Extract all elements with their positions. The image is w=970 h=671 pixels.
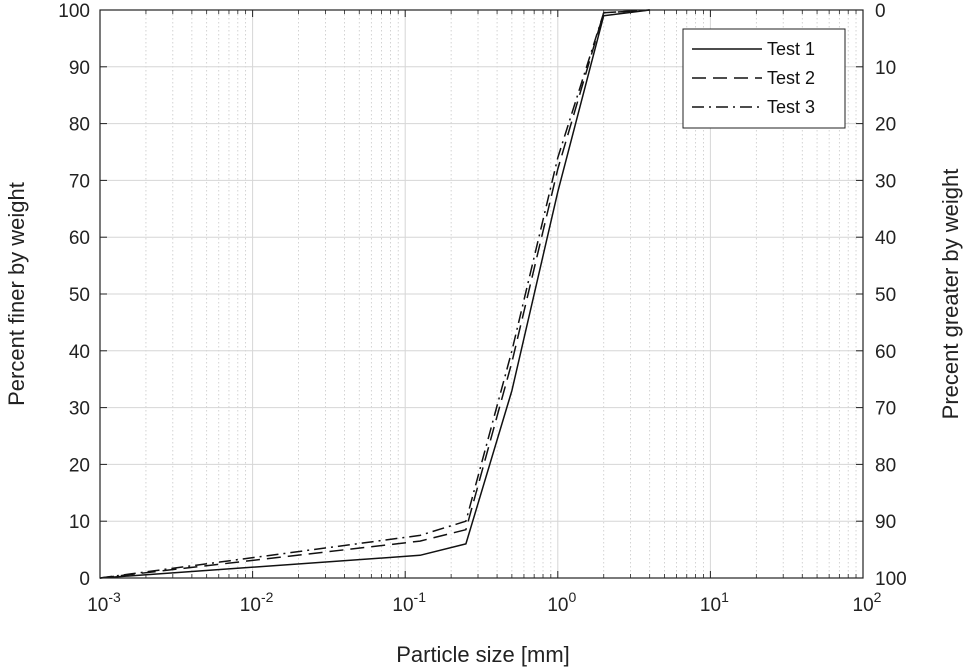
y-tick-label: 70 — [69, 171, 90, 192]
y2-tick-label: 50 — [875, 285, 896, 306]
y2-axis-title: Precent greater by weight — [938, 169, 963, 420]
y-tick-labels: 0 10 20 30 40 50 60 70 80 90 100 — [58, 1, 90, 590]
series-line-test-1 — [99, 9, 650, 579]
y-tick-label: 0 — [79, 569, 90, 590]
x-tick-label: 102 — [853, 589, 882, 616]
x-tick-labels: 10-3 10-2 10-1 100 101 102 — [87, 589, 881, 616]
y2-tick-label: 20 — [875, 115, 896, 136]
y2-tick-label: 0 — [875, 1, 886, 22]
y2-tick-label: 30 — [875, 171, 896, 192]
x-tick-label: 10-2 — [240, 589, 274, 616]
y2-tick-label: 100 — [875, 569, 907, 590]
y2-tick-label: 90 — [875, 512, 896, 533]
legend-box — [682, 28, 846, 129]
y-tick-label: 80 — [69, 115, 90, 136]
y2-tick-label: 60 — [875, 342, 896, 363]
legend: Test 1 Test 2 Test 3 — [682, 28, 846, 129]
y-tick-label: 50 — [69, 285, 90, 306]
legend-label-test-1: Test 1 — [767, 39, 815, 59]
y-axis-title: Percent finer by weight — [4, 182, 29, 406]
y2-tick-label: 40 — [875, 228, 896, 249]
x-tick-label: 10-3 — [87, 589, 121, 616]
y-tick-label: 90 — [69, 58, 90, 79]
legend-label-test-2: Test 2 — [767, 68, 815, 88]
y2-tick-label: 10 — [875, 58, 896, 79]
tick-marks — [99, 9, 864, 579]
legend-label-test-3: Test 3 — [767, 97, 815, 117]
y-tick-label: 60 — [69, 228, 90, 249]
x-tick-label: 10-1 — [392, 589, 426, 616]
y2-tick-label: 70 — [875, 399, 896, 420]
y-tick-label: 20 — [69, 455, 90, 476]
y-tick-label: 100 — [58, 1, 90, 22]
y-tick-label: 30 — [69, 399, 90, 420]
x-tick-label: 100 — [547, 589, 576, 616]
x-tick-label: 101 — [700, 589, 729, 616]
y-tick-label: 40 — [69, 342, 90, 363]
y2-tick-label: 80 — [875, 455, 896, 476]
y-tick-label: 10 — [69, 512, 90, 533]
x-axis-title: Particle size [mm] — [396, 642, 570, 667]
